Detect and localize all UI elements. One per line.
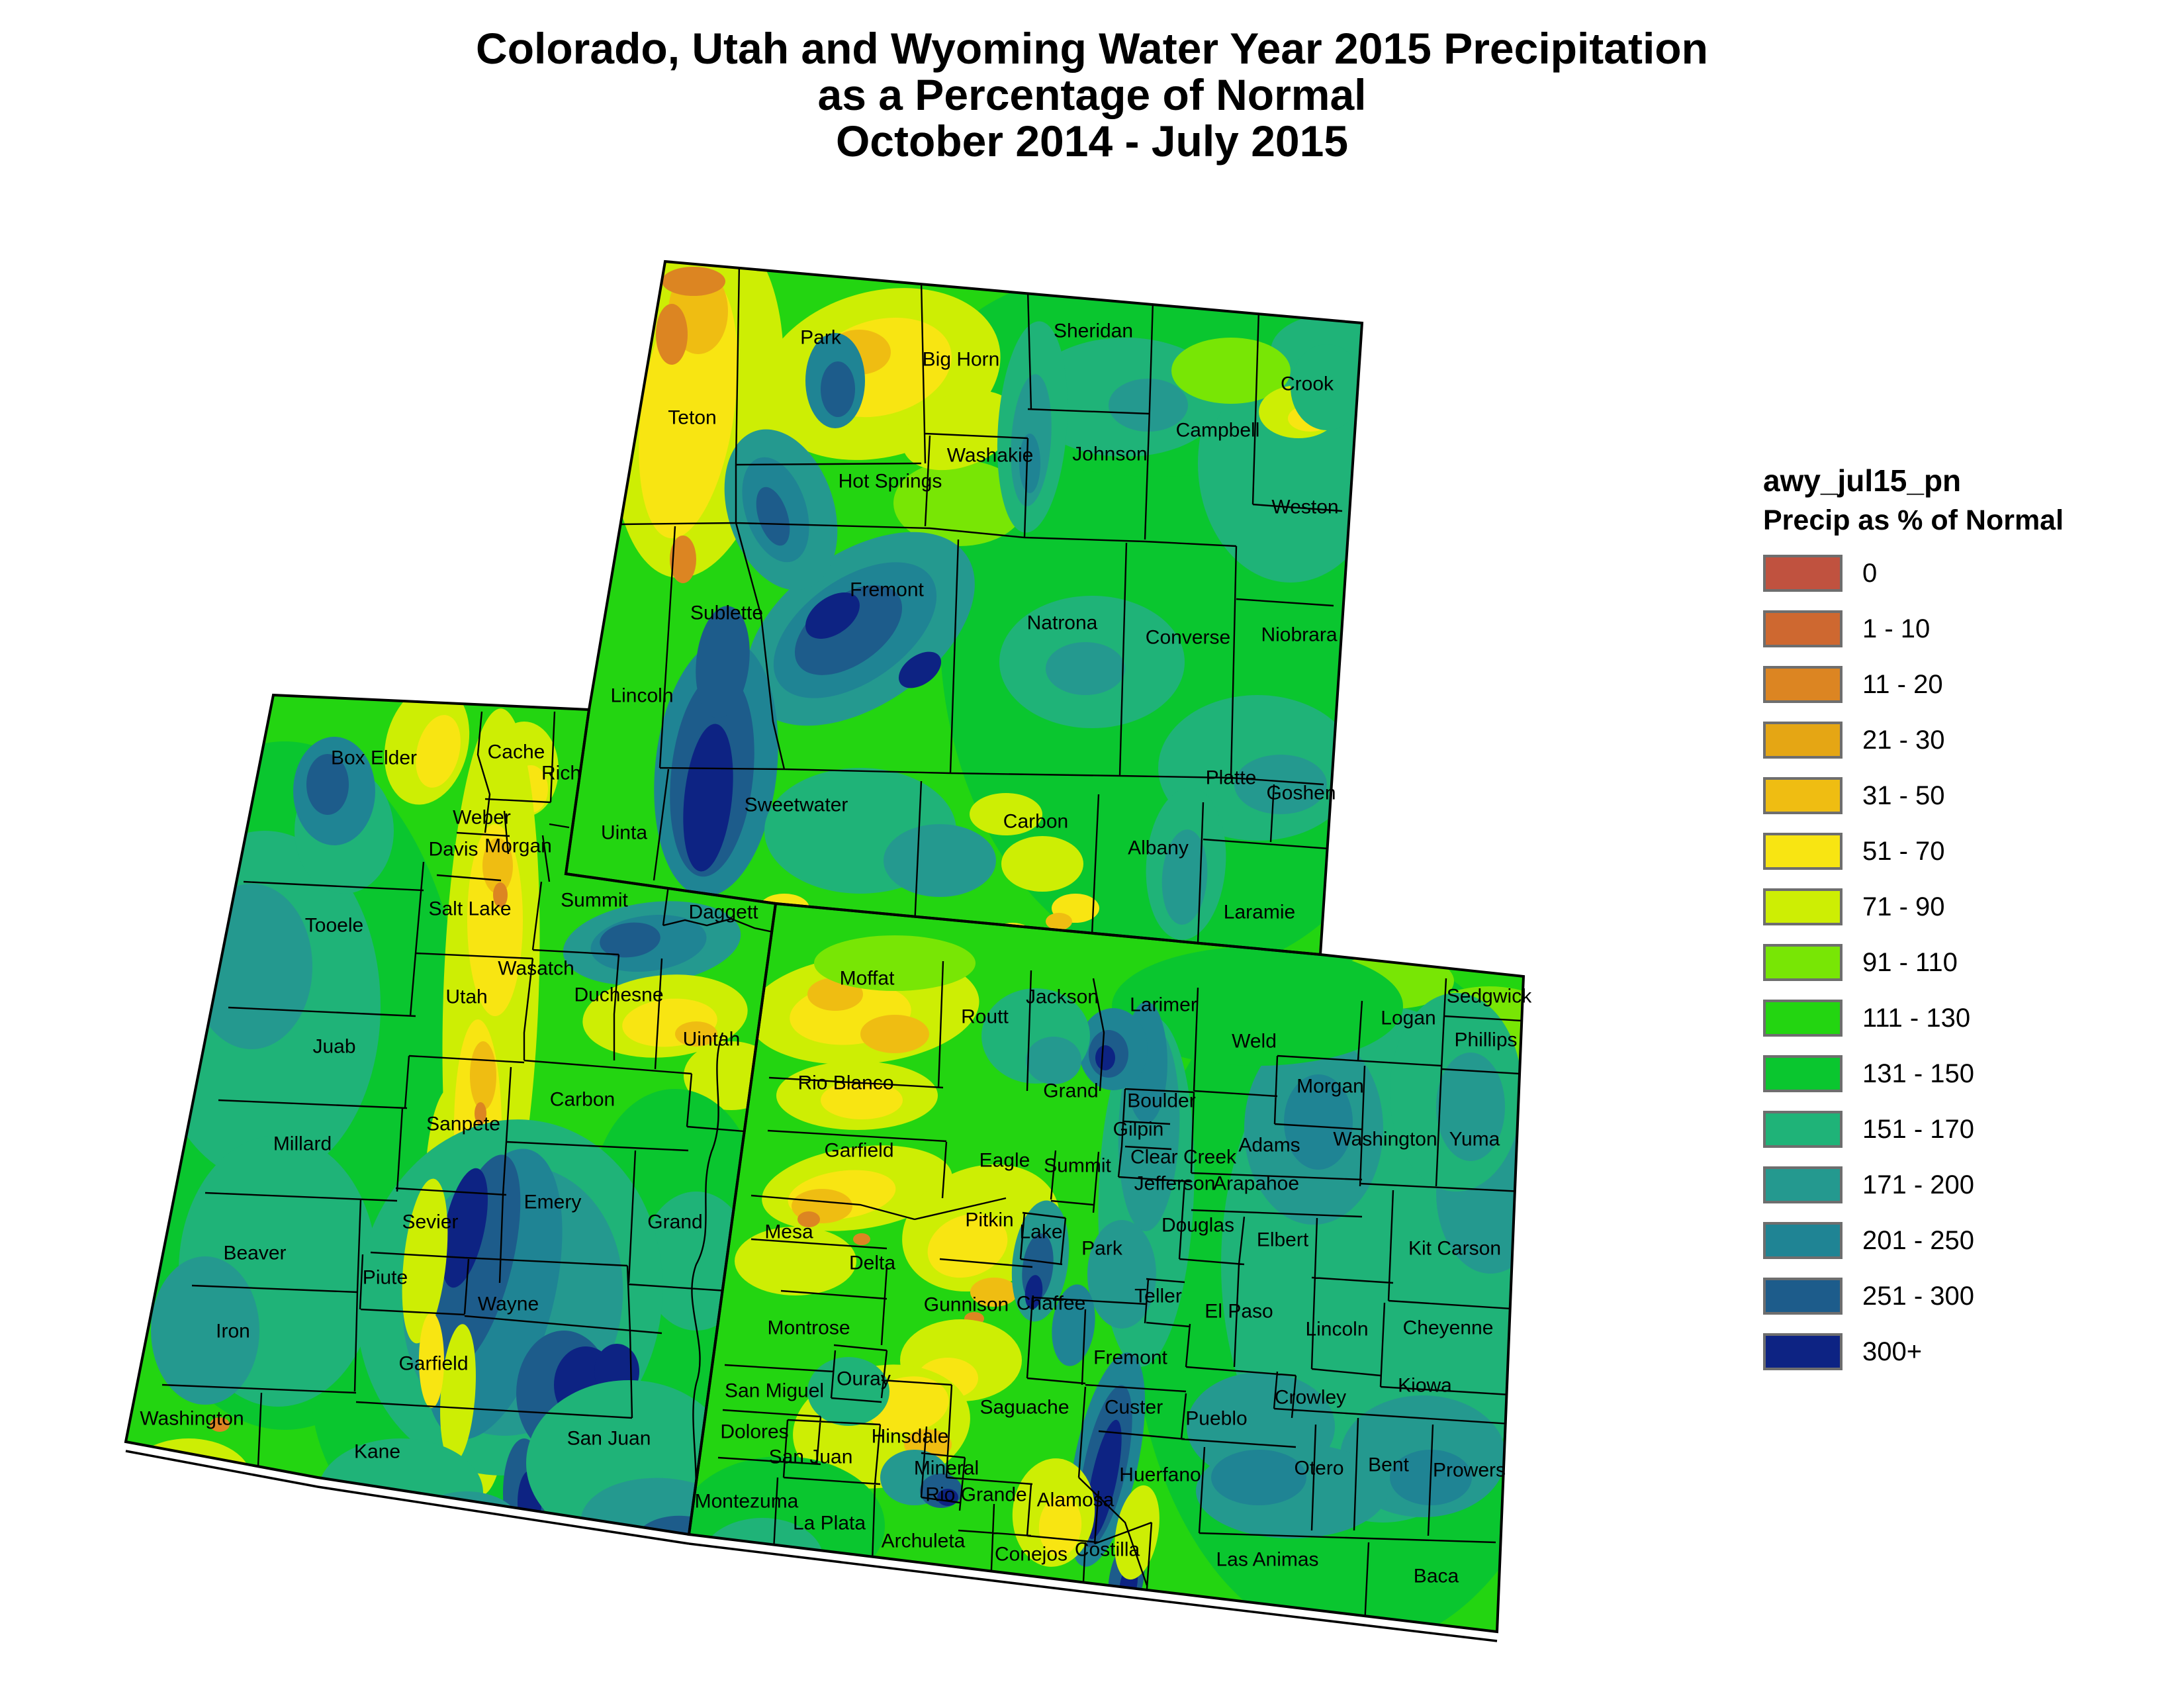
legend-item: 171 - 200 — [1763, 1166, 2160, 1203]
legend-swatch — [1763, 555, 1843, 592]
legend-swatch — [1763, 1166, 1843, 1203]
legend-item-label: 51 - 70 — [1862, 836, 1945, 866]
legend-swatch — [1763, 610, 1843, 647]
legend-item-label: 300+ — [1862, 1336, 1923, 1366]
map-title: Colorado, Utah and Wyoming Water Year 20… — [0, 25, 2184, 164]
legend-item-label: 21 - 30 — [1862, 725, 1945, 755]
legend-swatch — [1763, 833, 1843, 870]
legend-item: 71 - 90 — [1763, 888, 2160, 925]
legend-swatch — [1763, 888, 1843, 925]
county-borders-wyoming — [620, 263, 1343, 944]
legend-item: 11 - 20 — [1763, 666, 2160, 703]
legend-item-label: 251 - 300 — [1862, 1281, 1975, 1311]
county-borders-colorado — [717, 961, 1523, 1626]
title-line-1: Colorado, Utah and Wyoming Water Year 20… — [476, 24, 1708, 73]
legend-item: 1 - 10 — [1763, 610, 2160, 647]
legend-item-label: 11 - 20 — [1862, 669, 1943, 699]
legend-item-label: 91 - 110 — [1862, 947, 1958, 977]
legend-item: 111 - 130 — [1763, 1000, 2160, 1037]
state-wyoming-raster — [566, 261, 1362, 955]
legend-subtitle: Precip as % of Normal — [1763, 504, 2064, 536]
legend-swatch — [1763, 777, 1843, 814]
legend-items: 0 1 - 10 11 - 20 21 - 30 31 - 50 51 - 70 71 - … — [1763, 555, 2160, 1370]
legend-item: 31 - 50 — [1763, 777, 2160, 814]
legend-item: 251 - 300 — [1763, 1278, 2160, 1315]
legend-item-label: 171 - 200 — [1862, 1170, 1975, 1199]
legend-swatch — [1763, 1000, 1843, 1037]
legend-swatch — [1763, 1278, 1843, 1315]
legend-item: 201 - 250 — [1763, 1222, 2160, 1259]
legend-item-label: 111 - 130 — [1862, 1003, 1971, 1033]
legend-item: 151 - 170 — [1763, 1111, 2160, 1148]
legend-item-label: 151 - 170 — [1862, 1114, 1975, 1144]
legend-item-label: 0 — [1862, 558, 1878, 588]
county-borders-utah — [161, 711, 774, 1523]
legend-swatch — [1763, 1222, 1843, 1259]
legend-item: 131 - 150 — [1763, 1055, 2160, 1092]
legend-swatch — [1763, 1055, 1843, 1092]
legend-item: 300+ — [1763, 1333, 2160, 1370]
state-borders — [124, 259, 1525, 1642]
legend-swatch — [1763, 944, 1843, 981]
utah-south-edge-line — [125, 1450, 690, 1545]
legend-item: 51 - 70 — [1763, 833, 2160, 870]
legend-item-label: 1 - 10 — [1862, 614, 1931, 643]
colorado-south-edge-line — [688, 1542, 1498, 1642]
legend-item-label: 71 - 90 — [1862, 892, 1945, 921]
legend: awy_jul15_pn Precip as % of Normal 0 1 - … — [1763, 463, 2160, 1389]
legend-item: 21 - 30 — [1763, 722, 2160, 759]
legend-item: 91 - 110 — [1763, 944, 2160, 981]
title-line-2: as a Percentage of Normal — [817, 70, 1367, 119]
legend-item-label: 131 - 150 — [1862, 1058, 1975, 1088]
legend-layer-name: awy_jul15_pn — [1763, 463, 1962, 498]
state-colorado-raster — [689, 904, 1524, 1632]
legend-swatch — [1763, 722, 1843, 759]
legend-swatch — [1763, 1111, 1843, 1148]
legend-swatch — [1763, 666, 1843, 703]
colorado-border — [687, 902, 1525, 1634]
title-line-3: October 2014 - July 2015 — [835, 117, 1349, 165]
legend-item-label: 201 - 250 — [1862, 1225, 1975, 1255]
legend-swatch — [1763, 1333, 1843, 1370]
legend-item: 0 — [1763, 555, 2160, 592]
legend-item-label: 31 - 50 — [1862, 780, 1945, 810]
